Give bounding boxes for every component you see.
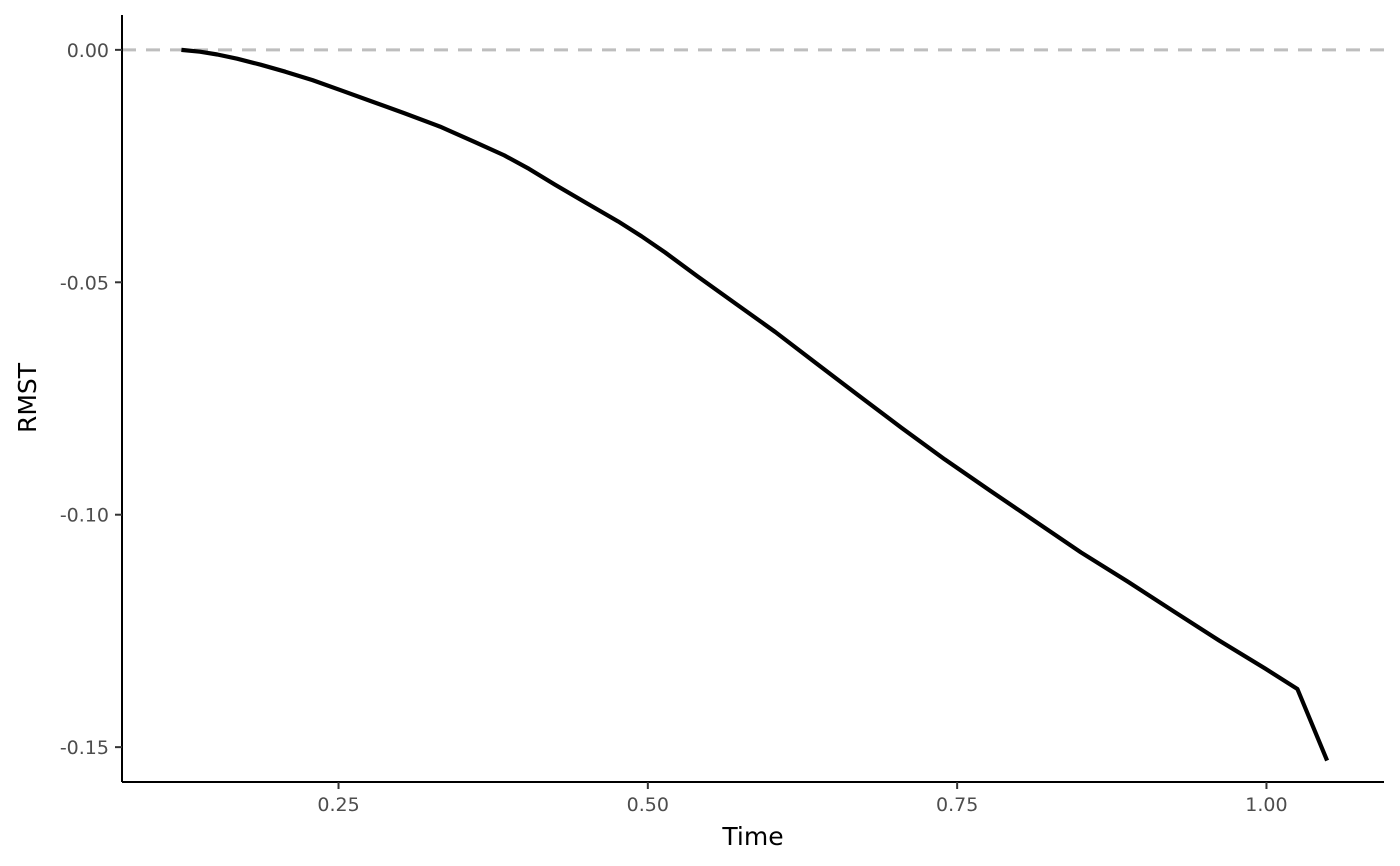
axis-layer [121, 15, 1384, 783]
x-tick-label: 0.50 [627, 794, 669, 816]
x-axis-title: Time [721, 822, 783, 851]
series-line-0 [181, 47, 1330, 762]
x-tick-label: 0.25 [317, 794, 359, 816]
y-axis-title: RMST [13, 362, 42, 433]
y-tick-label: 0.00 [67, 40, 109, 62]
x-tick-label: 1.00 [1245, 794, 1287, 816]
y-tick-label: -0.15 [60, 737, 109, 759]
y-tick-label: -0.10 [60, 505, 109, 527]
y-tick-label: -0.05 [60, 272, 109, 294]
tick-layer: 0.00 -0.05 -0.10 -0.15 0.25 0.50 0.75 1.00 [60, 40, 1288, 816]
x-tick-label: 0.75 [936, 794, 978, 816]
series-layer [181, 47, 1330, 762]
